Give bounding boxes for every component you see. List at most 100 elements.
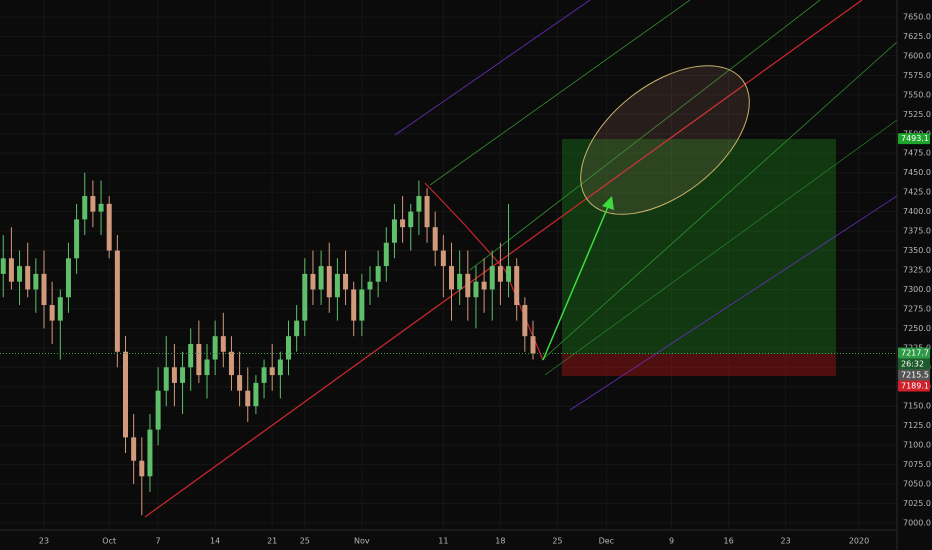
candle-body — [57, 297, 63, 321]
candle-body — [123, 351, 128, 438]
axis: 7000.0 7025.0 7050.0 7075.0 7100.0 7125.0 7150… — [39, 13, 931, 546]
candle-body — [367, 281, 373, 290]
x-tick-label: 23 — [781, 537, 791, 546]
candle-body — [440, 250, 446, 267]
y-tick-label: 7425.0 — [903, 188, 931, 197]
candle-body — [212, 336, 218, 360]
price-badge-label: 7189.1 — [901, 382, 929, 391]
price-badge — [898, 133, 930, 145]
price-badge — [898, 369, 930, 381]
y-tick-label: 7450.0 — [903, 168, 931, 177]
candle-body — [155, 390, 161, 430]
candle-body — [90, 196, 96, 212]
candle-body — [220, 336, 226, 352]
candle-body — [8, 258, 14, 282]
candle-body — [17, 266, 23, 282]
y-tick-label: 7050.0 — [903, 480, 931, 489]
channel-line — [544, 119, 898, 376]
candle-body — [106, 203, 112, 251]
y-tick-label: 7275.0 — [903, 304, 931, 313]
candle-body — [171, 367, 177, 383]
candle-body — [269, 367, 275, 376]
candle-body — [245, 390, 251, 407]
x-tick-label: 16 — [724, 537, 734, 546]
x-tick-label: Oct — [102, 537, 116, 546]
y-tick-label: 7400.0 — [903, 207, 931, 216]
stop-zone — [562, 354, 836, 376]
candle-body — [302, 273, 308, 321]
y-tick-label: 7025.0 — [903, 499, 931, 508]
candle-body — [33, 273, 39, 290]
channel-line — [569, 195, 898, 411]
candle-body — [530, 336, 536, 354]
x-tick-label: 25 — [552, 537, 562, 546]
y-tick-label: 7375.0 — [903, 227, 931, 236]
candle-body — [326, 266, 332, 298]
candle-body — [261, 367, 267, 383]
x-tick-label: Dec — [599, 537, 614, 546]
candle-body — [383, 242, 389, 267]
y-tick-label: 7550.0 — [903, 90, 931, 99]
price-badge-label: 26:32 — [901, 360, 924, 369]
candle-body — [294, 320, 300, 337]
candle-body — [465, 273, 471, 298]
x-tick-label: 21 — [267, 537, 277, 546]
channel-line — [394, 0, 591, 136]
x-tick-label: 18 — [495, 537, 505, 546]
target-ellipse — [580, 65, 750, 215]
candle-body — [424, 196, 430, 228]
candle-body — [237, 375, 243, 391]
candle-body — [147, 429, 153, 477]
candle-body — [481, 281, 487, 290]
candle-body — [408, 211, 414, 228]
x-tick-label: 9 — [669, 537, 674, 546]
candle-body — [375, 266, 381, 282]
x-tick-label: 7 — [156, 537, 161, 546]
candle-body — [163, 367, 169, 391]
x-tick-label: 25 — [300, 537, 310, 546]
candle-body — [188, 343, 194, 368]
y-tick-label: 7325.0 — [903, 266, 931, 275]
channel-line — [541, 41, 898, 361]
price-badge-label: 7215.5 — [901, 371, 929, 380]
y-tick-label: 7000.0 — [903, 519, 931, 528]
x-tick-label: 23 — [39, 537, 49, 546]
y-tick-label: 7475.0 — [903, 149, 931, 158]
candle-body — [400, 219, 406, 228]
y-tick-label: 7625.0 — [903, 32, 931, 41]
candle-body — [318, 266, 324, 290]
candle-body — [334, 273, 340, 298]
candle-body — [432, 227, 438, 251]
candle-body — [449, 266, 454, 290]
candle-body — [506, 266, 512, 282]
candle-body — [391, 219, 397, 243]
candle-body — [131, 437, 137, 461]
price-badge — [898, 358, 930, 370]
candle-body — [98, 203, 104, 212]
candle-body — [522, 305, 528, 337]
target-zone — [562, 139, 836, 354]
y-tick-label: 7600.0 — [903, 51, 931, 60]
candle-body — [74, 219, 80, 259]
candle-body — [310, 273, 316, 290]
candle-body — [416, 196, 422, 212]
y-tick-label: 7525.0 — [903, 110, 931, 119]
price-badge-label: 7493.1 — [901, 134, 929, 143]
y-tick-label: 7150.0 — [903, 402, 931, 411]
candle-body — [286, 336, 291, 360]
candle-body — [139, 460, 145, 477]
candle-body — [204, 359, 210, 376]
y-tick-label: 7575.0 — [903, 71, 931, 80]
candle-body — [473, 281, 479, 298]
candle-body — [114, 250, 120, 352]
channel-line — [429, 0, 691, 186]
arrow — [542, 201, 611, 361]
x-tick-label: 2020 — [849, 537, 869, 546]
candle-body — [497, 266, 503, 282]
x-tick-label: 11 — [438, 537, 448, 546]
y-tick-label: 7100.0 — [903, 441, 931, 450]
candle-body — [41, 273, 47, 306]
candle-body — [180, 367, 186, 383]
candle-body — [514, 266, 520, 306]
